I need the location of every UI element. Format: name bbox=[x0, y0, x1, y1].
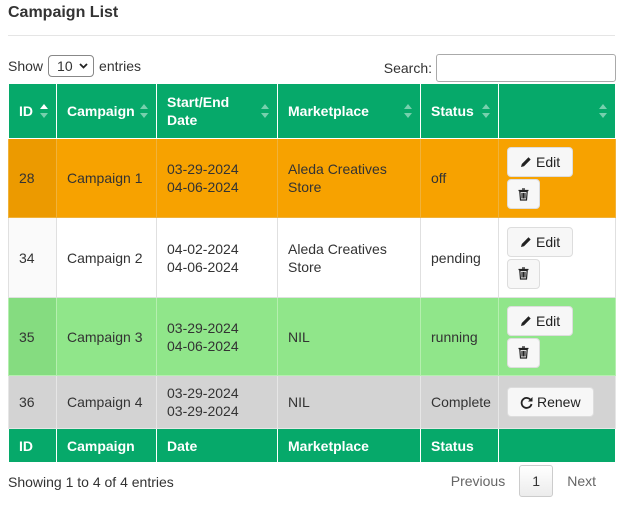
page-title: Campaign List bbox=[8, 4, 119, 21]
length-menu: Show 10 entries bbox=[8, 54, 141, 78]
header-row: ID Campaign Start/End Date Marketplace Statu… bbox=[8, 83, 616, 139]
footer-row: ID Campaign Date Marketplace Status bbox=[8, 428, 616, 463]
pagination: Previous 1 Next bbox=[437, 465, 610, 497]
delete-button[interactable] bbox=[507, 179, 540, 209]
status-cell: Complete bbox=[420, 375, 499, 429]
column-footer: Marketplace bbox=[277, 428, 421, 463]
sort-icon bbox=[482, 104, 490, 118]
sort-icon bbox=[404, 104, 412, 118]
column-footer: ID bbox=[8, 428, 57, 463]
action-button[interactable]: Edit bbox=[507, 147, 574, 177]
delete-icon bbox=[518, 346, 529, 359]
edit-icon bbox=[521, 236, 531, 247]
start-date: 03-29-2024 bbox=[167, 161, 239, 177]
campaign-table: ID Campaign Start/End Date Marketplace Statu… bbox=[8, 83, 616, 463]
column-header[interactable]: Status bbox=[420, 83, 499, 139]
action-cell: Edit bbox=[498, 217, 616, 298]
end-date: 03-29-2024 bbox=[167, 403, 239, 419]
delete-button[interactable] bbox=[507, 337, 540, 368]
sort-icon bbox=[40, 104, 48, 118]
column-header[interactable]: Marketplace bbox=[277, 83, 421, 139]
action-label: Edit bbox=[536, 154, 561, 170]
marketplace-cell: NIL bbox=[277, 375, 421, 429]
sort-icon bbox=[261, 104, 269, 118]
campaign-cell: Campaign 3 bbox=[56, 297, 157, 376]
date-cell: 03-29-2024 04-06-2024 bbox=[156, 297, 278, 376]
id-cell: 36 bbox=[8, 375, 57, 429]
action-cell: Edit bbox=[498, 297, 616, 376]
date-cell: 03-29-2024 04-06-2024 bbox=[156, 138, 278, 218]
column-header-text: Start/End Date bbox=[167, 94, 230, 128]
campaign-cell: Campaign 1 bbox=[56, 138, 157, 218]
edit-icon bbox=[521, 157, 531, 167]
column-footer bbox=[498, 428, 616, 463]
action-button[interactable]: Renew bbox=[507, 387, 594, 417]
page-button[interactable]: 1 bbox=[519, 465, 554, 497]
column-header-text: Marketplace bbox=[288, 103, 369, 119]
action-label: Edit bbox=[536, 312, 561, 329]
table-row: 34 Campaign 2 04-02-2024 04-06-2024 Aleda Cr… bbox=[8, 217, 616, 298]
show-label: Show bbox=[8, 58, 44, 74]
campaign-cell: Campaign 2 bbox=[56, 217, 157, 298]
column-header[interactable]: ID bbox=[8, 83, 57, 139]
status-cell: off bbox=[420, 138, 499, 218]
id-cell: 28 bbox=[8, 138, 57, 218]
dropdown-arrow bbox=[79, 63, 88, 69]
divider bbox=[8, 35, 615, 36]
sort-icon bbox=[599, 104, 607, 118]
end-date: 04-06-2024 bbox=[167, 179, 239, 195]
table-info: Showing 1 to 4 of 4 entries bbox=[8, 474, 174, 490]
marketplace-cell: NIL bbox=[277, 297, 421, 376]
column-header[interactable]: Campaign bbox=[56, 83, 157, 139]
action-cell: Renew bbox=[498, 375, 616, 429]
action-cell: Edit bbox=[498, 138, 616, 218]
table-row: 28 Campaign 1 03-29-2024 04-06-2024 Aleda Cr… bbox=[8, 138, 616, 218]
start-date: 04-02-2024 bbox=[167, 240, 239, 257]
column-footer: Campaign bbox=[56, 428, 157, 463]
action-button[interactable]: Edit bbox=[507, 305, 574, 336]
action-button[interactable]: Edit bbox=[507, 226, 574, 257]
edit-icon bbox=[521, 315, 531, 326]
pages: 1 bbox=[519, 465, 554, 497]
column-header-text: Campaign bbox=[67, 103, 135, 119]
renew-icon bbox=[520, 396, 533, 409]
status-cell: pending bbox=[420, 217, 499, 298]
date-cell: 03-29-2024 03-29-2024 bbox=[156, 375, 278, 429]
next-button[interactable]: Next bbox=[567, 473, 596, 489]
entries-label: entries bbox=[99, 58, 142, 74]
sort-icon bbox=[140, 104, 148, 118]
search: Search: bbox=[384, 54, 616, 82]
end-date: 04-06-2024 bbox=[167, 337, 239, 354]
action-label: Edit bbox=[536, 233, 561, 250]
delete-button[interactable] bbox=[507, 258, 540, 289]
id-cell: 35 bbox=[8, 297, 57, 376]
column-header-text: Status bbox=[431, 103, 474, 119]
column-header[interactable]: Start/End Date bbox=[156, 83, 278, 139]
marketplace-cell: Aleda Creatives Store bbox=[277, 138, 421, 218]
end-date: 04-06-2024 bbox=[167, 258, 239, 275]
table-row: 36 Campaign 4 03-29-2024 03-29-2024 NIL Compl… bbox=[8, 375, 616, 429]
status-cell: running bbox=[420, 297, 499, 376]
campaign-cell: Campaign 4 bbox=[56, 375, 157, 429]
table-row: 35 Campaign 3 03-29-2024 04-06-2024 NIL runni… bbox=[8, 297, 616, 376]
column-footer: Date bbox=[156, 428, 278, 463]
table-body: 28 Campaign 1 03-29-2024 04-06-2024 Aleda Cr… bbox=[8, 138, 616, 429]
column-header bbox=[498, 83, 616, 139]
delete-icon bbox=[518, 187, 529, 201]
start-date: 03-29-2024 bbox=[167, 319, 239, 336]
column-footer: Status bbox=[420, 428, 499, 463]
start-date: 03-29-2024 bbox=[167, 385, 239, 401]
previous-button[interactable]: Previous bbox=[450, 473, 506, 489]
length-value: 10 bbox=[57, 58, 73, 74]
date-cell: 04-02-2024 04-06-2024 bbox=[156, 217, 278, 298]
delete-icon bbox=[518, 267, 529, 280]
search-label: Search: bbox=[383, 60, 432, 76]
length-select[interactable]: 10 bbox=[48, 55, 95, 77]
marketplace-cell: Aleda Creatives Store bbox=[277, 217, 421, 298]
id-cell: 34 bbox=[8, 217, 57, 298]
column-header-text: ID bbox=[19, 103, 33, 119]
search-input[interactable] bbox=[436, 54, 616, 82]
action-label: Renew bbox=[537, 394, 581, 410]
